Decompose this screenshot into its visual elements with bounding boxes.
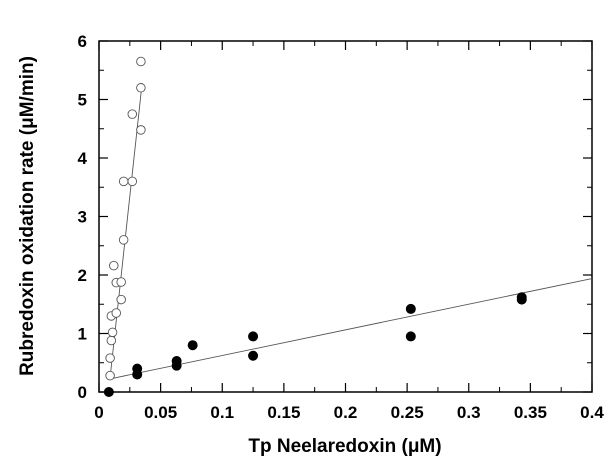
filled-data-point: [132, 363, 143, 374]
y-tick-label: 0: [78, 383, 87, 402]
y-axis-label: Rubredoxin oxidation rate (μM/min): [17, 56, 38, 376]
x-tick-label: 0.05: [144, 403, 177, 422]
open-data-point: [109, 260, 119, 271]
filled-data-point: [248, 350, 259, 361]
open-data-point: [106, 335, 117, 346]
open-data-point: [136, 125, 146, 135]
open-data-point: [118, 176, 129, 187]
open-data-point: [105, 353, 115, 363]
fit-line-series-2: [108, 278, 593, 380]
open-data-point: [107, 327, 118, 338]
open-data-point: [116, 277, 126, 287]
x-tick-label: 0.3: [457, 403, 481, 422]
y-tick-label: 4: [78, 149, 88, 168]
x-tick-label: 0: [94, 403, 103, 422]
plot-frame: [98, 40, 593, 393]
open-data-point: [127, 176, 138, 187]
filled-data-point: [516, 292, 527, 303]
axis-ticks: [98, 40, 593, 393]
filled-data-point: [405, 331, 416, 342]
data-points: [103, 56, 527, 397]
x-tick-label: 0.2: [334, 403, 358, 422]
filled-data-point: [187, 340, 198, 351]
x-axis-label: Tp Neelaredoxin (μM): [248, 436, 441, 457]
open-data-point: [111, 308, 122, 318]
open-data-point: [116, 294, 126, 305]
x-tick-label: 0.4: [580, 403, 604, 422]
filled-data-point: [405, 303, 416, 314]
open-data-point: [127, 109, 138, 119]
filled-data-point: [103, 387, 114, 397]
x-tick-label: 0.25: [391, 403, 424, 422]
x-tick-label: 0.15: [267, 403, 300, 422]
y-tick-label: 2: [78, 266, 87, 285]
y-tick-labels: 0 1 2 3 4 5 6: [78, 32, 88, 402]
y-tick-label: 5: [78, 91, 87, 110]
open-data-point: [118, 235, 129, 245]
x-tick-label: 0.35: [514, 403, 547, 422]
filled-data-point: [248, 331, 259, 342]
y-tick-label: 6: [78, 32, 87, 51]
y-tick-label: 1: [78, 325, 87, 344]
fit-lines: [108, 83, 593, 380]
open-data-point: [136, 83, 146, 93]
x-tick-label: 0.1: [210, 403, 234, 422]
filled-data-point: [171, 355, 182, 366]
y-tick-label: 3: [78, 208, 87, 227]
open-data-point: [136, 56, 146, 67]
x-tick-labels: 0 0.05 0.1 0.15 0.2 0.25 0.3 0.35 0.4: [94, 403, 604, 422]
open-data-point: [105, 370, 115, 381]
